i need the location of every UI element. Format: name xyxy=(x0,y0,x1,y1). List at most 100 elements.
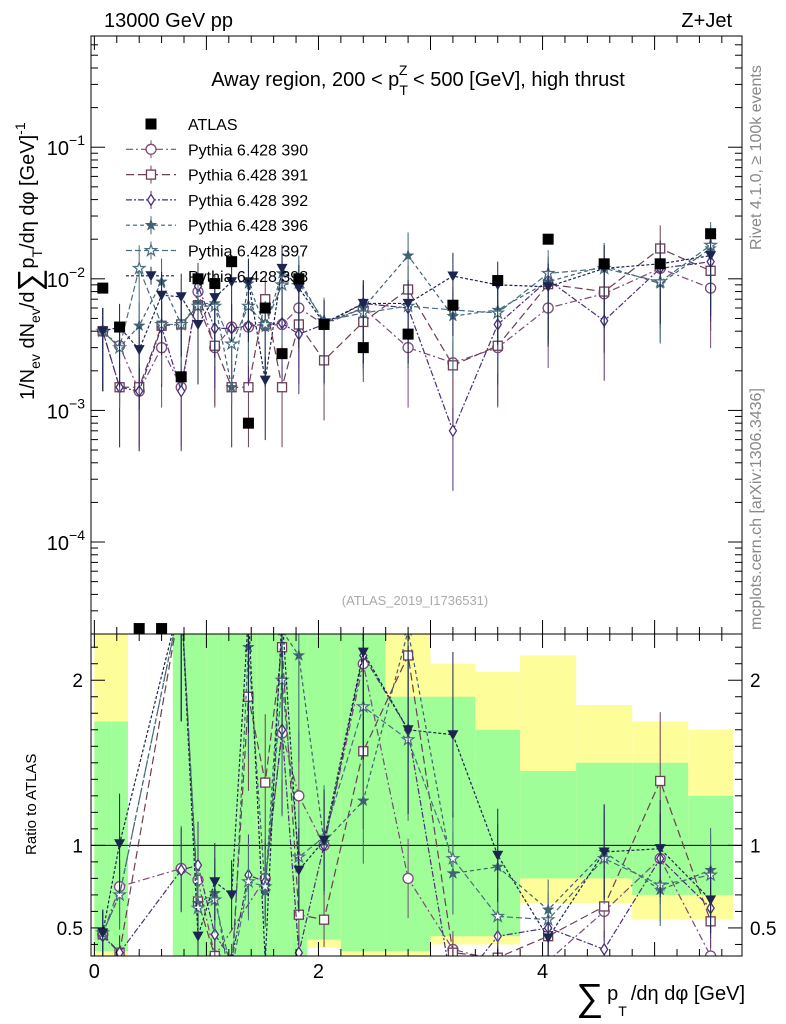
ratio-point xyxy=(495,955,501,956)
data-point xyxy=(242,277,254,288)
data-point xyxy=(156,290,168,301)
legend-label: Pythia 6.428 398 xyxy=(188,269,308,286)
ratio-point xyxy=(192,931,204,942)
chart-title: Away region, 200 < pTZ < 500 [GeV], high… xyxy=(211,62,625,98)
legend-marker xyxy=(145,143,157,155)
y-tick-label: 10−3 xyxy=(47,395,85,423)
ratio-point xyxy=(176,592,187,603)
data-point xyxy=(401,248,415,262)
data-point xyxy=(175,292,187,303)
ratio-point xyxy=(402,872,414,885)
x-axis-label: ∑ pT/dη dφ [GeV] xyxy=(576,977,745,1019)
ratio-point xyxy=(226,965,237,976)
legend-label: Pythia 6.428 397 xyxy=(188,244,308,261)
band-inner-bin xyxy=(206,634,224,956)
atlas-point xyxy=(293,273,305,285)
atlas-point xyxy=(447,299,459,311)
ratio-point xyxy=(176,593,187,603)
data-point xyxy=(447,271,459,282)
ratio-point xyxy=(260,777,271,788)
atlas-point xyxy=(705,228,717,240)
data-point xyxy=(176,384,186,398)
legend-marker xyxy=(146,193,156,207)
band-inner-bin xyxy=(172,634,190,956)
header-right: Z+Jet xyxy=(681,10,732,32)
data-point xyxy=(293,283,305,294)
ratio-point xyxy=(293,865,305,876)
ratio-point xyxy=(654,844,666,855)
atlas-point xyxy=(598,258,610,270)
data-point xyxy=(402,298,414,309)
ratio-point xyxy=(356,794,370,807)
ratio-point xyxy=(240,873,256,889)
data-point xyxy=(131,260,147,275)
ratio-point xyxy=(445,850,461,865)
ratio-tick-label: 0.5 xyxy=(750,919,776,940)
band-gap xyxy=(150,634,173,956)
ratio-point xyxy=(176,592,187,603)
side-label-bottom: mcplots.cern.ch [arXiv:1306.3436] xyxy=(748,388,765,630)
data-point xyxy=(97,326,109,337)
ratio-point xyxy=(190,900,206,915)
ratio-point xyxy=(542,933,554,944)
band-inner-bin xyxy=(223,634,241,956)
data-point xyxy=(276,263,288,274)
ratio-point xyxy=(243,610,254,620)
y-axis-label-main: 1/Nev dNev/d∑pT/dη dφ [GeV]-1 xyxy=(11,122,47,400)
legend-marker xyxy=(143,242,159,257)
atlas-point xyxy=(542,233,554,245)
data-point xyxy=(257,316,273,331)
atlas-point xyxy=(259,302,271,314)
ratio-point xyxy=(705,895,717,906)
atlas-point xyxy=(226,256,238,268)
ratio-point xyxy=(402,725,414,736)
data-point xyxy=(357,298,369,309)
y-tick-label: 10−2 xyxy=(47,264,85,292)
ratio-point xyxy=(449,987,456,998)
atlas-point xyxy=(242,417,254,429)
ratio-point xyxy=(260,956,271,966)
ratio-point xyxy=(226,890,238,901)
atlas-point xyxy=(175,371,187,383)
data-point xyxy=(133,345,145,356)
data-point xyxy=(448,424,458,438)
atlas-point xyxy=(654,258,666,270)
band-inner-bin xyxy=(189,634,207,956)
legend-label: Pythia 6.428 396 xyxy=(188,218,308,235)
ratio-point xyxy=(114,839,126,850)
data-point xyxy=(276,382,288,393)
x-tick-label: 0 xyxy=(89,961,100,983)
legend-marker xyxy=(145,271,157,282)
atlas-point xyxy=(357,342,369,354)
atlas-point xyxy=(318,318,330,330)
ratio-tick-label: 2 xyxy=(72,671,83,692)
ratio-frame xyxy=(90,633,743,957)
ratio-point xyxy=(210,927,220,942)
atlas-point xyxy=(114,321,126,333)
ratio-point xyxy=(318,835,330,846)
ratio-point xyxy=(655,775,666,787)
ratio-point xyxy=(447,730,459,741)
atlas-point xyxy=(209,278,221,290)
ratio-point xyxy=(227,968,236,977)
ratio-point xyxy=(599,942,609,956)
ratio-tick-label: 1 xyxy=(750,836,761,857)
ratio-tick-label: 1 xyxy=(72,836,83,857)
data-point xyxy=(224,335,240,351)
band-inner-bin xyxy=(520,771,577,879)
ratio-point xyxy=(293,790,305,802)
ratio-point xyxy=(226,986,237,997)
legend-marker xyxy=(145,169,157,180)
ratio-point xyxy=(277,610,288,620)
ratio-point xyxy=(318,914,330,925)
ratio-point xyxy=(176,863,186,877)
ratio-point xyxy=(97,928,109,939)
y-tick-label: 10−4 xyxy=(47,527,85,555)
data-point xyxy=(705,251,717,262)
legend-marker xyxy=(144,218,158,231)
legend: ATLAS Pythia 6.428 390 Pythia 6.428 391 Pyt… xyxy=(126,117,308,286)
main-plot: 10−1 10−2 10−3 10−4 (ATLAS_2019_I1736531) A… xyxy=(11,35,743,635)
legend-marker xyxy=(145,118,157,130)
x-tick-label: 4 xyxy=(537,961,548,983)
